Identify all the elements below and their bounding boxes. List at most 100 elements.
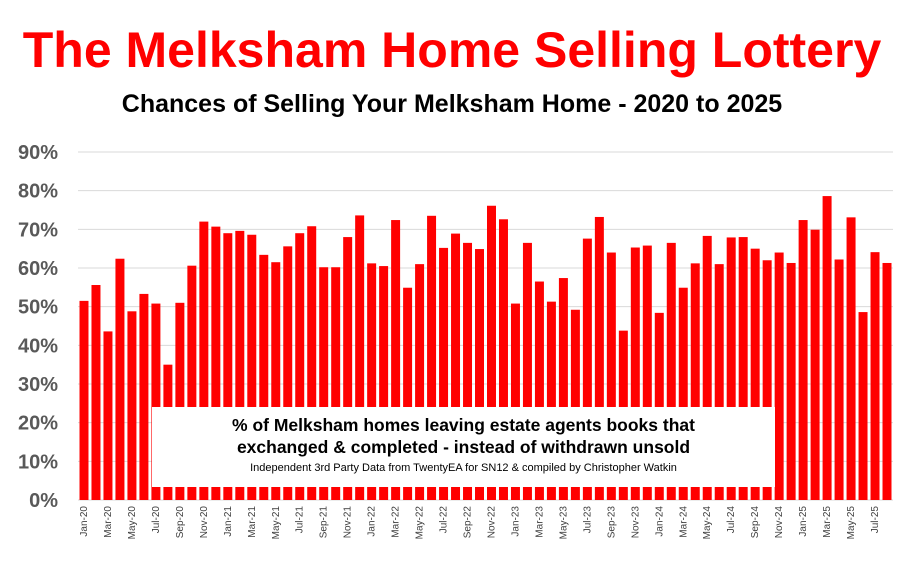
bar-Sep-24 xyxy=(750,248,760,500)
y-tick-label: 30% xyxy=(18,374,58,396)
annotation-line-1: % of Melksham homes leaving estate agent… xyxy=(232,415,695,435)
bar-Apr-24 xyxy=(690,263,700,500)
annotation-source: Independent 3rd Party Data from TwentyEA… xyxy=(250,462,677,474)
bar-Feb-20 xyxy=(91,285,101,500)
y-tick-label: 90% xyxy=(18,142,58,164)
bar-Apr-22 xyxy=(403,287,413,500)
x-tick-label: Nov-20 xyxy=(199,506,210,539)
x-tick-label: Jul-24 xyxy=(726,506,737,534)
bar-Jul-21 xyxy=(295,233,305,500)
bar-Jul-23 xyxy=(582,238,592,501)
bar-Feb-22 xyxy=(379,266,389,500)
bar-Dec-20 xyxy=(211,226,221,500)
y-tick-label: 0% xyxy=(29,490,58,512)
bar-Apr-21 xyxy=(259,254,269,500)
x-tick-label: Mar-25 xyxy=(822,506,833,538)
x-tick-label: May-22 xyxy=(415,506,426,540)
x-tick-label: Mar-22 xyxy=(391,506,402,538)
bar-Jan-20 xyxy=(79,300,89,500)
bar-Jun-23 xyxy=(570,309,580,500)
bar-Mar-25 xyxy=(822,196,832,500)
y-tick-label: 40% xyxy=(18,335,58,357)
bar-Feb-24 xyxy=(666,242,676,500)
bar-Sep-23 xyxy=(606,252,616,500)
x-tick-label: Nov-24 xyxy=(774,506,785,539)
bar-Mar-20 xyxy=(103,331,113,500)
bar-Jul-20 xyxy=(151,303,161,500)
x-tick-label: Mar-20 xyxy=(103,506,114,538)
bar-May-25 xyxy=(846,217,856,500)
y-tick-label: 80% xyxy=(18,181,58,203)
bar-Aug-24 xyxy=(738,237,748,500)
chart-subtitle: Chances of Selling Your Melksham Home - … xyxy=(121,90,783,118)
bar-Jan-23 xyxy=(510,303,520,500)
bar-May-20 xyxy=(127,311,137,500)
bar-Mar-21 xyxy=(247,234,257,500)
bar-Jun-21 xyxy=(283,246,293,500)
x-tick-label: Jan-21 xyxy=(223,506,234,537)
bar-Jul-24 xyxy=(726,237,736,500)
bar-May-23 xyxy=(558,278,568,500)
bar-Sep-21 xyxy=(319,267,329,500)
x-tick-label: Jan-24 xyxy=(654,506,665,537)
bar-Oct-22 xyxy=(475,249,484,500)
x-tick-label: Jan-20 xyxy=(79,506,90,537)
bar-Jan-25 xyxy=(798,220,808,501)
bar-Sep-20 xyxy=(175,302,185,500)
bar-Nov-24 xyxy=(774,252,784,500)
bar-Aug-23 xyxy=(594,216,604,500)
bar-Jul-25 xyxy=(870,252,880,500)
x-tick-label: May-25 xyxy=(846,506,857,540)
bar-Jan-22 xyxy=(367,263,377,500)
bar-Jun-25 xyxy=(858,312,868,500)
bar-Feb-25 xyxy=(810,229,820,500)
bar-Jan-24 xyxy=(654,312,664,500)
annotation-box: % of Melksham homes leaving estate agent… xyxy=(152,407,775,487)
bar-Oct-20 xyxy=(187,265,197,500)
x-tick-label: Sep-21 xyxy=(319,506,330,539)
x-tick-label: Mar-24 xyxy=(678,506,689,538)
annotation-line-2: exchanged & completed - instead of withd… xyxy=(236,437,691,457)
x-tick-label: Jul-25 xyxy=(870,506,881,534)
bar-Aug-22 xyxy=(451,233,461,500)
bar-Dec-24 xyxy=(786,262,796,500)
bar-Jul-22 xyxy=(439,247,449,500)
y-tick-label: 20% xyxy=(18,413,58,435)
bar-Jun-20 xyxy=(139,293,149,500)
x-axis-labels: Jan-20 Mar-20 May-20 Jul-20 Sep-20 Nov-20 Jan-… xyxy=(79,506,881,540)
bar-Feb-21 xyxy=(235,230,245,500)
bar-Aug-21 xyxy=(307,226,317,501)
bar-Jan-21 xyxy=(223,233,233,500)
x-tick-label: May-23 xyxy=(558,506,569,540)
bar-Nov-23 xyxy=(630,247,640,500)
y-tick-label: 50% xyxy=(18,297,58,319)
x-tick-label: Jan-22 xyxy=(367,506,378,537)
x-tick-label: Sep-20 xyxy=(175,506,186,539)
x-tick-label: May-20 xyxy=(127,506,138,540)
bar-Mar-24 xyxy=(678,287,688,500)
x-tick-label: Nov-22 xyxy=(486,506,497,539)
x-tick-label: Mar-21 xyxy=(247,506,258,538)
bar-Sep-22 xyxy=(463,242,473,500)
x-tick-label: Jul-23 xyxy=(582,506,593,534)
bar-May-21 xyxy=(271,262,281,500)
bar-Nov-21 xyxy=(343,237,353,500)
bar-Apr-25 xyxy=(834,259,844,500)
bar-Mar-23 xyxy=(534,281,544,500)
bar-Aug-25 xyxy=(882,262,892,500)
bar-Oct-21 xyxy=(331,267,341,500)
bar-Mar-22 xyxy=(391,220,401,501)
bar-May-24 xyxy=(702,235,712,500)
bar-Dec-23 xyxy=(642,245,652,500)
bar-Dec-22 xyxy=(498,219,508,500)
bar-May-22 xyxy=(415,264,425,500)
bar-Oct-24 xyxy=(762,260,772,500)
y-tick-label: 10% xyxy=(18,451,58,473)
bar-Jun-22 xyxy=(427,215,437,501)
x-tick-label: Mar-23 xyxy=(534,506,545,538)
bar-Apr-23 xyxy=(546,301,556,500)
x-tick-label: May-21 xyxy=(271,506,282,540)
bars xyxy=(79,196,892,501)
x-tick-label: May-24 xyxy=(702,506,713,540)
